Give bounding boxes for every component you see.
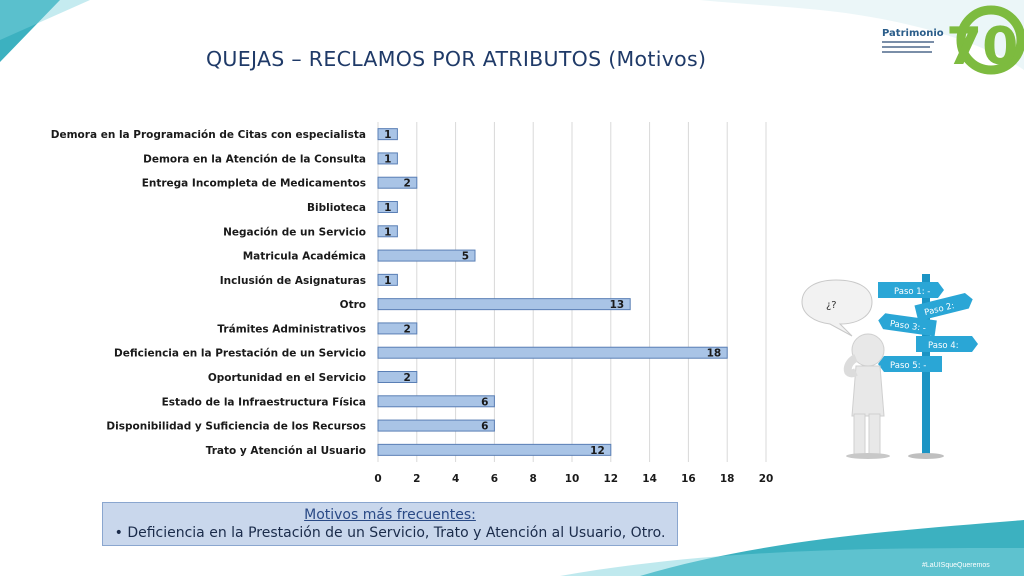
bar xyxy=(377,371,418,383)
data-label: 2 xyxy=(403,178,410,190)
logo-subtext-line-2 xyxy=(882,46,930,48)
x-tick-label: 8 xyxy=(530,473,537,485)
bar xyxy=(377,152,398,165)
speech-bubble-text: ¿? xyxy=(826,300,837,311)
sign-paso-4: Paso 4: xyxy=(916,336,978,352)
x-tick-label: 18 xyxy=(720,473,735,485)
data-label: 18 xyxy=(707,348,722,360)
callout-bullet-text: Deficiencia en la Prestación de un Servi… xyxy=(127,525,666,541)
figure-body xyxy=(851,365,885,417)
data-label: 13 xyxy=(610,299,625,311)
category-label: Inclusión de Asignaturas xyxy=(220,275,366,287)
category-label: Trámites Administrativos xyxy=(217,323,366,335)
category-label: Disponibilidad y Suficiencia de los Recu… xyxy=(106,421,366,433)
bar xyxy=(377,395,495,408)
bar xyxy=(377,298,631,311)
logo-ring xyxy=(956,5,1024,75)
data-label: 12 xyxy=(590,445,605,457)
bar xyxy=(377,346,728,359)
data-label: 2 xyxy=(403,372,410,384)
category-label: Deficiencia en la Prestación de un Servi… xyxy=(114,348,366,360)
data-label: 1 xyxy=(384,275,391,287)
data-label: 1 xyxy=(384,226,391,238)
x-tick-label: 10 xyxy=(565,473,580,485)
category-label: Entrega Incompleta de Medicamentos xyxy=(142,178,366,190)
bar xyxy=(377,225,398,238)
data-label: 1 xyxy=(384,202,391,214)
data-label: 5 xyxy=(462,251,469,263)
thinking-figure-illustration: Paso 1: - Paso 2: Paso 3: - Paso 4: Paso… xyxy=(801,274,982,462)
figure-leg-left xyxy=(853,413,866,455)
category-label: Estado de la Infraestructura Física xyxy=(162,396,366,408)
logo-number: 70 xyxy=(946,17,1018,76)
bar xyxy=(377,249,476,262)
sign-paso-4-label: Paso 4: xyxy=(928,341,959,351)
category-label: Trato y Atención al Usuario xyxy=(206,445,366,457)
callout-bullet: • Deficiencia en la Prestación de un Ser… xyxy=(114,525,666,541)
bar xyxy=(377,176,418,189)
university-logo: 70 Patrimonio xyxy=(882,5,1024,76)
speech-bubble xyxy=(801,279,873,337)
top-right-wave xyxy=(700,0,1024,70)
slide-title: QUEJAS – RECLAMOS POR ATRIBUTOS (Motivos… xyxy=(206,47,707,71)
data-label: 6 xyxy=(481,421,488,433)
x-tick-label: 4 xyxy=(452,473,459,485)
x-tick-label: 20 xyxy=(759,473,774,485)
data-label: 2 xyxy=(403,323,410,335)
chart-x-tick-labels: 0 2 4 6 8 10 12 14 16 18 20 xyxy=(374,473,773,485)
figure-leg-right xyxy=(868,413,881,455)
x-tick-label: 2 xyxy=(413,473,420,485)
bar xyxy=(377,443,612,456)
category-label: Oportunidad en el Servicio xyxy=(208,372,366,384)
top-left-swoosh-light xyxy=(0,0,90,40)
logo-wordmark: Patrimonio xyxy=(882,28,944,39)
chart-bars xyxy=(377,128,728,456)
x-tick-label: 14 xyxy=(642,473,657,485)
top-left-swoosh xyxy=(0,0,60,62)
data-label: 6 xyxy=(481,396,488,408)
bar xyxy=(377,201,398,213)
callout-heading: Motivos más frecuentes: xyxy=(304,507,476,523)
x-tick-label: 16 xyxy=(681,473,696,485)
frequent-reasons-callout: Motivos más frecuentes: • Deficiencia en… xyxy=(102,502,678,546)
category-label: Demora en la Atención de la Consulta xyxy=(143,153,366,165)
category-label: Otro xyxy=(340,299,366,311)
category-label: Biblioteca xyxy=(307,202,366,214)
x-tick-label: 0 xyxy=(374,473,381,485)
logo-subtext-line-3 xyxy=(882,51,932,53)
bar xyxy=(377,419,495,432)
sign-paso-3: Paso 3: - xyxy=(878,313,937,337)
bottom-right-wave-light xyxy=(560,548,1024,576)
x-tick-label: 12 xyxy=(603,473,618,485)
sign-paso-1-label: Paso 1: - xyxy=(894,287,930,297)
category-label: Demora en la Programación de Citas con e… xyxy=(51,129,366,141)
data-label: 1 xyxy=(384,129,391,141)
chart-category-labels: Demora en la Programación de Citas con e… xyxy=(51,129,366,457)
category-label: Matricula Académica xyxy=(243,251,366,263)
signpost-base-shadow xyxy=(908,453,944,459)
sign-paso-1: Paso 1: - xyxy=(878,282,944,298)
figure-arm xyxy=(843,354,859,378)
footer-hashtag: #LaUISqueQueremos xyxy=(922,562,990,569)
sign-paso-5: Paso 5: - xyxy=(878,356,942,372)
bar xyxy=(377,322,418,335)
chart-gridlines xyxy=(377,122,767,462)
category-label: Negación de un Servicio xyxy=(223,226,366,238)
logo-subtext-line-1 xyxy=(882,41,934,43)
x-tick-label: 6 xyxy=(491,473,498,485)
bar xyxy=(377,273,398,286)
sign-paso-5-label: Paso 5: - xyxy=(890,361,926,371)
bar xyxy=(377,128,398,141)
data-label: 1 xyxy=(384,153,391,165)
figure-shadow xyxy=(846,453,890,459)
